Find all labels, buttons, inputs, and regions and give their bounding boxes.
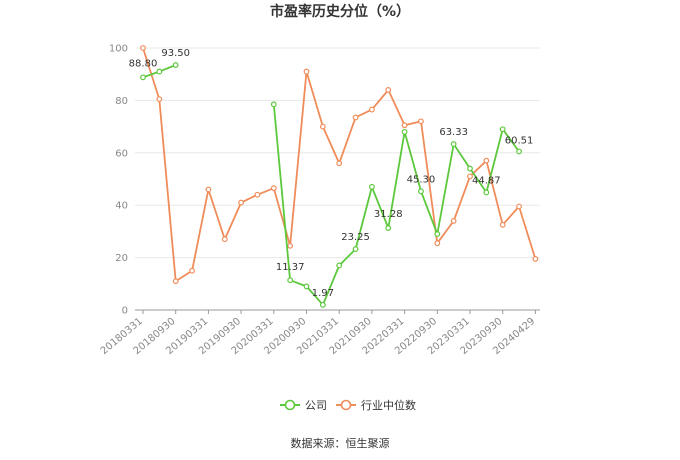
- legend-label-company[interactable]: 公司: [305, 399, 327, 412]
- x-axis: 2018033120180930201903312019093020200331…: [99, 309, 540, 357]
- data-point-industry-median: [156, 96, 163, 102]
- data-point-industry-median: [319, 123, 326, 130]
- data-point-industry-median: [450, 218, 457, 224]
- data-point-industry-median: [221, 236, 228, 243]
- y-tick-label: 20: [115, 253, 128, 264]
- legend[interactable]: 公司 行业中位数: [280, 398, 416, 412]
- data-label: 88.80: [129, 58, 158, 69]
- data-point-industry-median: [189, 267, 195, 274]
- data-point-industry-median: [287, 242, 294, 249]
- data-point-company: [401, 128, 408, 135]
- data-point-company: [156, 68, 163, 75]
- data-point-company: [270, 101, 277, 108]
- legend-marker-industry-median: [340, 399, 352, 411]
- y-tick-label: 0: [122, 306, 128, 317]
- data-point-company: [303, 283, 310, 290]
- data-point-industry-median: [483, 157, 490, 164]
- data-point-company: [483, 189, 490, 196]
- data-point-company: [499, 126, 506, 133]
- data-point-industry-median: [140, 45, 146, 51]
- data-label: 45.30: [407, 174, 436, 185]
- data-point-company: [172, 62, 179, 68]
- chart-title: 市盈率历史分位（%）: [270, 3, 410, 20]
- data-point-industry-median: [516, 203, 522, 210]
- data-label: 1.97: [312, 288, 334, 299]
- data-point-company: [418, 188, 424, 195]
- data-point-industry-median: [532, 256, 539, 262]
- data-point-industry-median: [254, 191, 261, 198]
- data-point-industry-median: [270, 185, 277, 192]
- legend-marker-company: [284, 399, 296, 411]
- data-label: 60.51: [505, 135, 534, 146]
- data-label: 31.28: [374, 209, 403, 220]
- y-tick-label: 80: [115, 96, 128, 107]
- y-tick-label: 40: [115, 201, 128, 212]
- data-point-company: [434, 231, 441, 237]
- data-point-company: [352, 246, 359, 252]
- series-layer: [140, 45, 539, 308]
- data-point-company: [336, 262, 343, 269]
- data-point-industry-median: [238, 199, 245, 206]
- data-label: 63.33: [439, 127, 468, 138]
- y-tick-label: 60: [115, 148, 128, 159]
- y-tick-label: 100: [109, 44, 128, 55]
- data-point-company: [450, 141, 457, 147]
- data-point-industry-median: [205, 186, 212, 193]
- data-point-industry-median: [172, 278, 179, 285]
- data-label: 23.25: [341, 232, 370, 243]
- legend-label-industry-median[interactable]: 行业中位数: [361, 398, 416, 412]
- data-label: 93.50: [161, 48, 190, 59]
- data-labels: 88.8093.50 11.37 1.97 23.25 31.28 45.30 63.33 4…: [129, 48, 534, 299]
- data-point-industry-median: [467, 173, 473, 180]
- data-point-industry-median: [303, 68, 310, 75]
- data-point-company: [319, 301, 326, 308]
- y-axis: 0 20 40 60 80 100: [109, 44, 128, 317]
- data-point-industry-median: [418, 118, 424, 125]
- data-point-industry-median: [499, 221, 506, 228]
- data-point-company: [369, 183, 375, 190]
- data-point-industry-median: [385, 87, 392, 93]
- data-point-industry-median: [336, 160, 343, 167]
- data-point-industry-median: [369, 106, 375, 113]
- data-point-industry-median: [434, 240, 441, 247]
- data-point-industry-median: [352, 114, 359, 121]
- data-label: 11.37: [276, 262, 305, 273]
- data-point-company: [467, 165, 473, 172]
- data-label: 44.87: [472, 175, 501, 186]
- source-note: 数据来源：恒生聚源: [291, 436, 390, 450]
- data-point-company: [516, 148, 522, 155]
- data-point-company: [287, 277, 294, 284]
- data-point-industry-median: [401, 122, 408, 129]
- series-line-company: [142, 64, 520, 306]
- data-point-company: [385, 225, 392, 231]
- data-point-company: [140, 74, 146, 81]
